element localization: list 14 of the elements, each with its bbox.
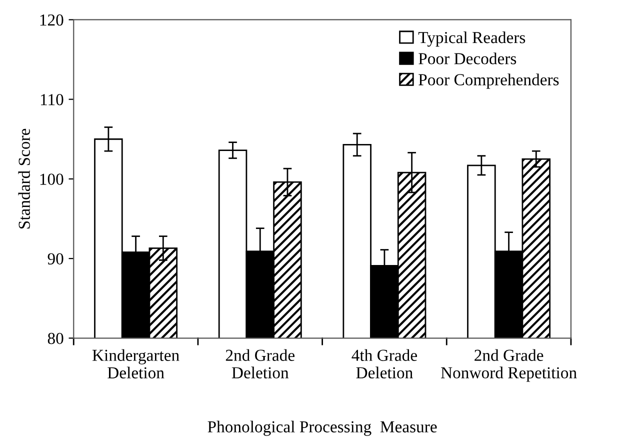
y-tick-label: 120 — [40, 14, 64, 26]
y-axis-title: Standard Score — [18, 128, 30, 228]
legend-label: Poor Decoders — [418, 52, 516, 64]
x-tick-label: 4th Grade Deletion — [352, 349, 417, 378]
y-tick-label: 110 — [41, 94, 64, 106]
x-tick-label: 2nd Grade Deletion — [226, 349, 294, 378]
x-tick-label: Kindergarten Deletion — [92, 349, 180, 378]
x-axis-title: Phonological Processing Measure — [208, 420, 437, 436]
x-tick-label: 2nd Grade Nonword Repetition — [440, 349, 577, 382]
y-tick-label: 80 — [48, 332, 64, 344]
y-tick-label: 100 — [40, 174, 64, 185]
legend-label: Poor Comprehenders — [418, 74, 559, 89]
y-tick-label: 90 — [48, 253, 64, 264]
legend-label: Typical Readers — [418, 31, 526, 47]
